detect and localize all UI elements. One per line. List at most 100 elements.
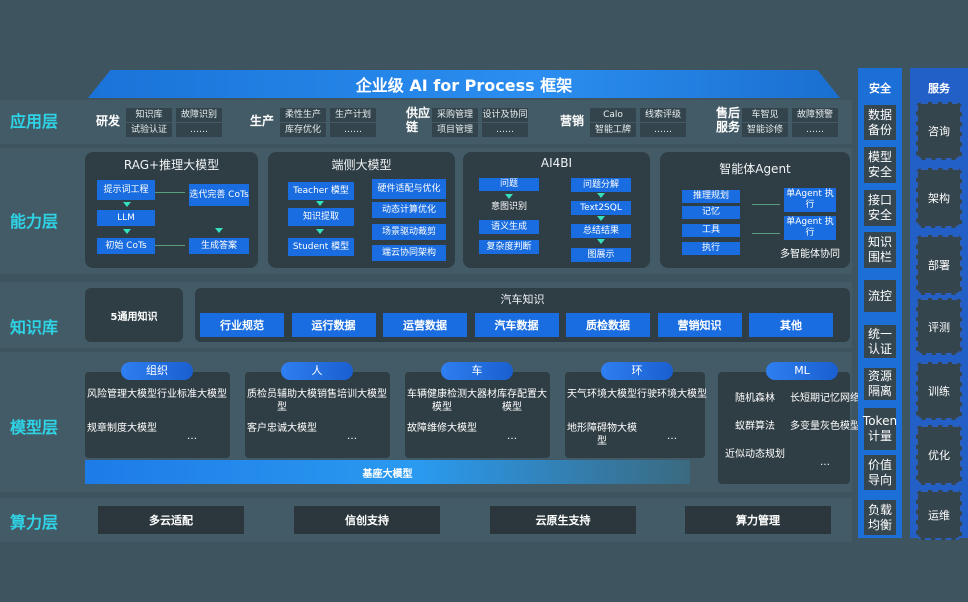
model-item[interactable]: … (507, 431, 517, 442)
app-item[interactable]: 智能工牌 (590, 123, 636, 137)
model-item[interactable]: 地形障碍物大模型 (567, 423, 637, 447)
app-item[interactable]: …… (176, 123, 222, 137)
service-item[interactable]: 咨询 (916, 102, 962, 160)
model-group-tag[interactable]: ML (766, 362, 838, 380)
rag-step[interactable]: 迭代完善 CoTs (189, 184, 249, 206)
model-item[interactable]: 随机森林 (735, 393, 775, 404)
security-item[interactable]: 统一认证 (864, 325, 896, 358)
model-item[interactable]: 天气环境大模型 (567, 389, 637, 400)
model-group-tag[interactable]: 组织 (121, 362, 193, 380)
agent-executor[interactable]: 单Agent 执行 (784, 216, 836, 240)
rag-step[interactable]: LLM (97, 210, 155, 226)
security-item[interactable]: 资源隔离 (864, 368, 896, 400)
app-item[interactable]: 项目管理 (432, 123, 478, 137)
model-item[interactable]: 行驶环境大模型 (637, 389, 707, 400)
app-item[interactable]: 知识库 (126, 108, 172, 122)
ai4bi-right[interactable]: 问题分解 (571, 178, 631, 192)
rag-step[interactable]: 提示词工程 (97, 180, 155, 200)
service-item[interactable]: 部署 (916, 235, 962, 295)
model-item[interactable]: 车辆健康检测大模型 (407, 389, 477, 413)
agent-capability[interactable]: 推理规划 (682, 190, 740, 203)
rag-step[interactable]: 初始 CoTs (97, 238, 155, 254)
app-item[interactable]: …… (330, 123, 376, 137)
agent-capability[interactable]: 执行 (682, 242, 740, 255)
knowledge-item[interactable]: 汽车数据 (474, 313, 559, 337)
app-item[interactable]: …… (792, 123, 838, 137)
edge-feature[interactable]: 硬件适配与优化 (372, 179, 446, 199)
model-item[interactable]: 长短期记忆网络 (790, 393, 860, 404)
knowledge-item[interactable]: 行业规范 (200, 313, 284, 337)
model-item[interactable]: 风险管理大模型 (87, 389, 157, 400)
model-item[interactable]: … (667, 431, 677, 442)
app-item[interactable]: …… (482, 123, 528, 137)
edge-step[interactable]: 知识提取 (288, 208, 354, 226)
app-item[interactable]: 库存优化 (280, 123, 326, 137)
ai4bi-right[interactable]: 总结结果 (571, 224, 631, 238)
rag-step[interactable]: 生成答案 (189, 238, 249, 254)
security-item[interactable]: 数据备份 (864, 105, 896, 140)
app-item[interactable]: 试验认证 (126, 123, 172, 137)
ai4bi-left[interactable]: 问题 (479, 178, 539, 191)
security-item[interactable]: 价值导向 (864, 455, 896, 490)
knowledge-item[interactable]: 其他 (749, 313, 833, 337)
service-item[interactable]: 优化 (916, 425, 962, 485)
app-item[interactable]: …… (640, 123, 686, 137)
agent-capability[interactable]: 记忆 (682, 206, 740, 219)
compute-item[interactable]: 云原生支持 (490, 506, 636, 534)
ai4bi-right[interactable]: 图展示 (571, 248, 631, 262)
model-item[interactable]: 器材库存配置大模型 (477, 389, 547, 413)
model-item[interactable]: … (187, 431, 197, 442)
agent-executor[interactable]: 单Agent 执行 (784, 188, 836, 212)
model-item[interactable]: 规章制度大模型 (87, 423, 157, 434)
agent-capability[interactable]: 工具 (682, 224, 740, 237)
app-item[interactable]: 智能诊修 (742, 123, 788, 137)
security-item[interactable]: 模型安全 (864, 147, 896, 183)
service-item[interactable]: 架构 (916, 168, 962, 228)
model-item[interactable]: 近似动态规划 (725, 449, 785, 460)
edge-step[interactable]: Student 模型 (288, 238, 354, 256)
app-item[interactable]: 柔性生产 (280, 108, 326, 122)
app-item[interactable]: 车智见 (742, 108, 788, 122)
edge-step[interactable]: Teacher 模型 (288, 182, 354, 200)
model-item[interactable]: … (347, 431, 357, 442)
app-item[interactable]: 采购管理 (432, 108, 478, 122)
model-group-tag[interactable]: 人 (281, 362, 353, 380)
service-item[interactable]: 评测 (916, 298, 962, 355)
service-item[interactable]: 运维 (916, 490, 962, 540)
security-item[interactable]: Token计量 (863, 408, 897, 450)
app-item[interactable]: 故障识别 (176, 108, 222, 122)
app-item[interactable]: 线索评级 (640, 108, 686, 122)
model-group-tag[interactable]: 环 (601, 362, 673, 380)
security-item[interactable]: 负载均衡 (864, 500, 896, 535)
knowledge-item[interactable]: 质检数据 (566, 313, 650, 337)
app-item[interactable]: 生产计划 (330, 108, 376, 122)
ai4bi-left[interactable]: 语义生成 (479, 220, 539, 234)
model-item[interactable]: 行业标准大模型 (157, 389, 227, 400)
compute-item[interactable]: 多云适配 (98, 506, 244, 534)
app-item[interactable]: 故障预警 (792, 108, 838, 122)
base-model-bar[interactable]: 基座大模型 (85, 460, 690, 484)
app-item[interactable]: 设计及协同 (482, 108, 528, 122)
compute-item[interactable]: 信创支持 (294, 506, 440, 534)
model-item[interactable]: … (820, 457, 830, 468)
knowledge-item[interactable]: 营销知识 (657, 313, 742, 337)
model-group-tag[interactable]: 车 (441, 362, 513, 380)
model-item[interactable]: 故障维修大模型 (407, 423, 477, 434)
security-item[interactable]: 知识围栏 (864, 232, 896, 268)
model-item[interactable]: 质检员辅助大模型 (247, 389, 317, 413)
knowledge-item[interactable]: 运行数据 (291, 313, 376, 337)
edge-feature[interactable]: 端云协同架构 (372, 245, 446, 261)
model-item[interactable]: 销售培训大模型 (317, 389, 387, 400)
knowledge-item[interactable]: 运营数据 (383, 313, 467, 337)
model-item[interactable]: 多变量灰色模型 (790, 421, 860, 432)
ai4bi-right[interactable]: Text2SQL (571, 201, 631, 215)
service-item[interactable]: 训练 (916, 362, 962, 420)
ai4bi-left[interactable]: 复杂度判断 (479, 240, 539, 254)
security-item[interactable]: 流控 (864, 280, 896, 312)
security-item[interactable]: 接口安全 (864, 190, 896, 226)
edge-feature[interactable]: 场景驱动裁剪 (372, 224, 446, 240)
model-item[interactable]: 蚁群算法 (735, 421, 775, 432)
edge-feature[interactable]: 动态计算优化 (372, 202, 446, 218)
model-item[interactable]: 客户忠诚大模型 (247, 423, 317, 434)
compute-item[interactable]: 算力管理 (685, 506, 831, 534)
